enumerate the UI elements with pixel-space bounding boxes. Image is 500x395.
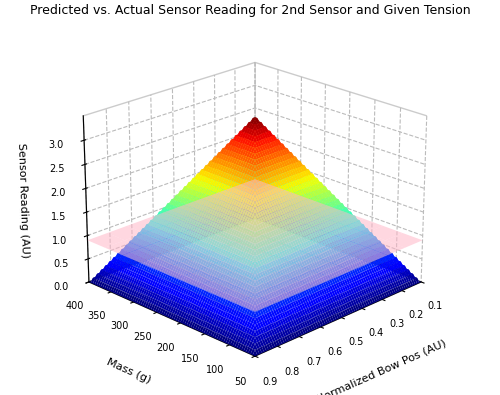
X-axis label: Normalized Bow Pos (AU): Normalized Bow Pos (AU) xyxy=(315,338,448,395)
Title: Predicted vs. Actual Sensor Reading for 2nd Sensor and Given Tension: Predicted vs. Actual Sensor Reading for … xyxy=(30,4,470,17)
Y-axis label: Mass (g): Mass (g) xyxy=(105,357,152,386)
